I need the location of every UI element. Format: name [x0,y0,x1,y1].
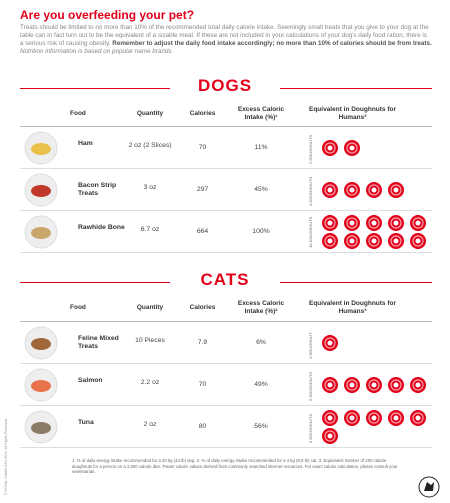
food-icon [24,326,58,360]
excess: 100% [252,228,270,235]
section-title: DOGS [197,76,253,95]
column-header: Calories [189,304,216,311]
doughnuts [322,377,426,393]
doughnut-group [322,335,338,351]
food-icon [24,215,58,249]
column-header: Equivalent in Doughnuts for Humans³ [308,106,397,121]
doughnuts [322,335,338,351]
section-rule [20,88,170,89]
quantity: 10 Pieces [135,337,165,344]
column-header: Quantity [136,304,164,311]
doughnut-label: 5 DOUGHNUTS [308,371,313,401]
doughnut-group [322,410,426,444]
food-icon [24,173,58,207]
quantity: 2 oz [143,421,157,428]
doughnuts [322,410,426,444]
section-rule [280,282,432,283]
column-header: Excess Caloric Intake (%)² [237,300,285,315]
doughnut-group [322,377,426,393]
section-rule [280,88,432,89]
food-name: Ham [78,140,93,147]
row-divider [20,363,432,364]
doughnut-label: 10 DOUGHNUTS [308,216,313,248]
food-name: Salmon [78,377,103,384]
calories: 297 [196,186,209,193]
intro-text: Treats should be limited to no more than… [20,24,429,47]
row-divider [20,447,432,448]
row-divider [20,210,432,211]
food-name: Feline Mixed Treats [78,335,119,350]
doughnut-group [322,182,404,198]
logo [418,476,440,498]
calories: 70 [198,381,207,388]
food-name: Tuna [78,419,94,426]
calories: 7.9 [197,339,208,346]
doughnuts [322,140,360,156]
column-header: Excess Caloric Intake (%)¹ [237,106,285,121]
copyright: © ROYAL CANIN SAS 2018. All Rights Reser… [4,417,8,495]
quantity: 6.7 oz [140,226,160,233]
row-divider [20,252,432,253]
column-header: Calories [189,110,216,117]
row-divider [20,321,432,322]
excess: 49% [254,381,268,388]
food-name: Bacon Strip Treats [78,182,117,197]
section-title: CATS [200,270,250,289]
doughnuts [322,215,426,249]
row-divider [20,405,432,406]
title: Are you overfeeding your pet? [20,8,195,22]
intro-note: Nutrition information is based on popula… [20,48,174,55]
doughnuts [322,182,404,198]
row-divider [20,168,432,169]
excess: 6% [256,339,266,346]
quantity: 3 oz [143,184,157,191]
quantity: 2 oz (2 Slices) [128,142,172,149]
food-name: Rawhide Bone [78,224,125,231]
column-header: Quantity [136,110,164,117]
calories: 70 [198,144,207,151]
doughnut-label: 1 DOUGHNUT [308,332,313,359]
quantity: 2.2 oz [140,379,160,386]
doughnut-label: 6 DOUGHNUTS [308,413,313,443]
column-header: Equivalent in Doughnuts for Humans³ [308,300,397,315]
footnote: 1. % of daily energy intake recommended … [72,458,398,474]
intro: Treats should be limited to no more than… [20,24,432,56]
food-icon [24,131,58,165]
excess: 56% [254,423,268,430]
column-header: Food [70,304,86,311]
calories: 664 [196,228,209,235]
food-icon [24,410,58,444]
food-icon [24,368,58,402]
row-divider [20,126,432,127]
excess: 11% [254,144,268,151]
doughnut-label: 4 DOUGHNUTS [308,176,313,206]
column-header: Food [70,110,86,117]
doughnut-label: 2 DOUGHNUTS [308,134,313,164]
excess: 45% [254,186,268,193]
doughnut-group [322,140,360,156]
doughnut-group [322,215,426,249]
section-rule [20,282,170,283]
intro-bold: Remember to adjust the daily food intake… [112,40,432,47]
calories: 80 [198,423,207,430]
